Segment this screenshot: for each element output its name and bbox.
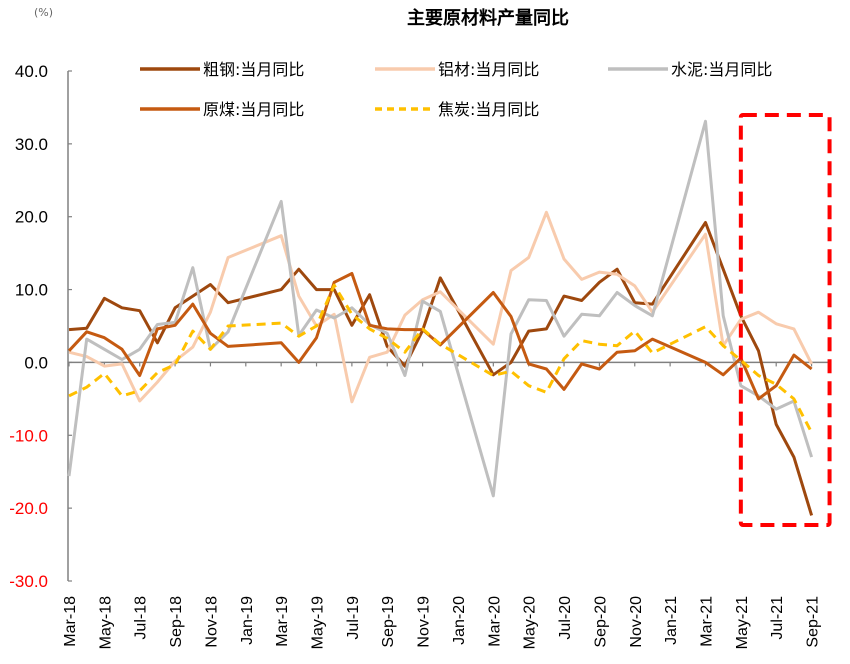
x-tick-label: Jul-19	[345, 596, 362, 640]
legend-label: 焦炭:当月同比	[438, 100, 539, 119]
highlight-box	[738, 113, 832, 527]
y-tick-label: 10.0	[15, 281, 48, 300]
x-tick-label: Jan-19	[239, 596, 256, 645]
chart-title: 主要原材料产量同比	[407, 7, 569, 29]
y-tick-label: -10.0	[9, 426, 48, 445]
axes: 40.0 30.0 20.0 10.0 0.0 -10.0 -20.0 -30.0 Mar-18…	[9, 62, 830, 649]
x-tick-label: Mar-18	[62, 596, 79, 647]
y-tick-label: 20.0	[15, 208, 48, 227]
legend-label: 水泥:当月同比	[671, 60, 772, 79]
x-tick-label: May-21	[734, 596, 751, 649]
legend-item-1: 粗钢:当月同比	[140, 60, 304, 79]
legend-label: 铝材:当月同比	[438, 60, 539, 79]
x-tick-label: Jul-21	[769, 596, 786, 640]
x-tick-label: Mar-19	[274, 596, 291, 647]
x-tick-label: Mar-20	[486, 596, 503, 647]
legend-item-4: 原煤:当月同比	[140, 100, 304, 119]
x-tick-label: May-19	[310, 596, 327, 649]
series-line-5	[68, 283, 813, 434]
x-tick-label: Nov-20	[628, 596, 645, 648]
x-tick-label: Sep-18	[168, 596, 185, 648]
x-tick-label: Sep-20	[592, 596, 609, 648]
legend-item-5: 焦炭:当月同比	[375, 100, 539, 119]
x-tick-label: May-18	[97, 596, 114, 649]
y-tick-label: 0.0	[24, 353, 48, 372]
series-line-1	[68, 221, 814, 516]
x-tick-label: Jan-21	[663, 596, 680, 645]
x-tick-label: May-20	[522, 596, 539, 649]
y-tick-label: -20.0	[9, 499, 48, 518]
series-group	[67, 119, 814, 516]
y-unit-label: (%)	[34, 6, 53, 19]
x-tick-label: Nov-18	[203, 596, 220, 648]
legend-label: 粗钢:当月同比	[203, 60, 304, 79]
legend-item-3: 水泥:当月同比	[608, 60, 772, 79]
y-tick-label: 40.0	[15, 62, 48, 81]
x-tick-label: Sep-19	[380, 596, 397, 648]
x-tick-label: Mar-21	[698, 596, 715, 647]
x-tick-label: Sep-21	[805, 596, 822, 648]
x-tick-label: Nov-19	[416, 596, 433, 648]
y-tick-label: 30.0	[15, 135, 48, 154]
y-tick-label: -30.0	[9, 572, 48, 591]
x-tick-label: Jan-20	[451, 596, 468, 645]
annotation-group	[738, 113, 832, 527]
legend-label: 原煤:当月同比	[203, 100, 304, 119]
series-line-3	[67, 119, 814, 498]
x-tick-label: Jul-20	[557, 596, 574, 640]
legend-item-2: 铝材:当月同比	[375, 60, 539, 79]
x-tick-label: Jul-18	[133, 596, 150, 640]
